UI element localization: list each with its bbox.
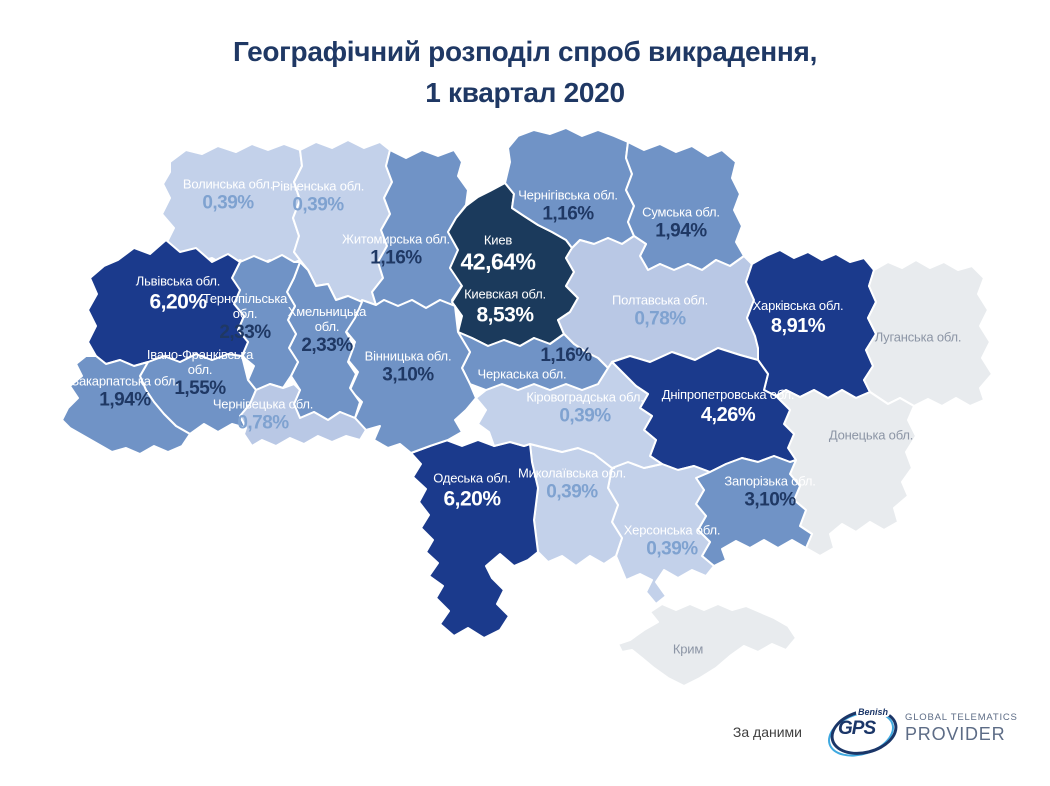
logo-benish-text: Benish	[856, 707, 891, 717]
region-shape-luhansk	[863, 259, 993, 407]
region-shape-cherkasy	[457, 331, 609, 391]
region-shape-lviv	[87, 239, 249, 367]
logo-tagline: GLOBAL TELEMATICS PROVIDER	[905, 712, 1018, 745]
source-label: За даними	[732, 724, 802, 740]
region-shape-zakarpattia	[61, 355, 191, 455]
region-shape-chernivtsi	[239, 383, 367, 447]
logo-tagline-line2: PROVIDER	[905, 724, 1006, 744]
title-line-1: Географічний розподіл спроб викрадення,	[232, 36, 818, 67]
title-line-2: 1 квартал 2020	[425, 76, 625, 108]
region-shape-kherson	[607, 461, 715, 605]
logo-tagline-line1: GLOBAL TELEMATICS	[905, 712, 1018, 723]
logo-gps-text: GPS	[838, 718, 876, 739]
benish-gps-logo: GPS Benish	[822, 702, 903, 765]
region-shape-crimea	[617, 603, 797, 687]
page-title: Географічний розподіл спроб викрадення, …	[0, 32, 1050, 113]
